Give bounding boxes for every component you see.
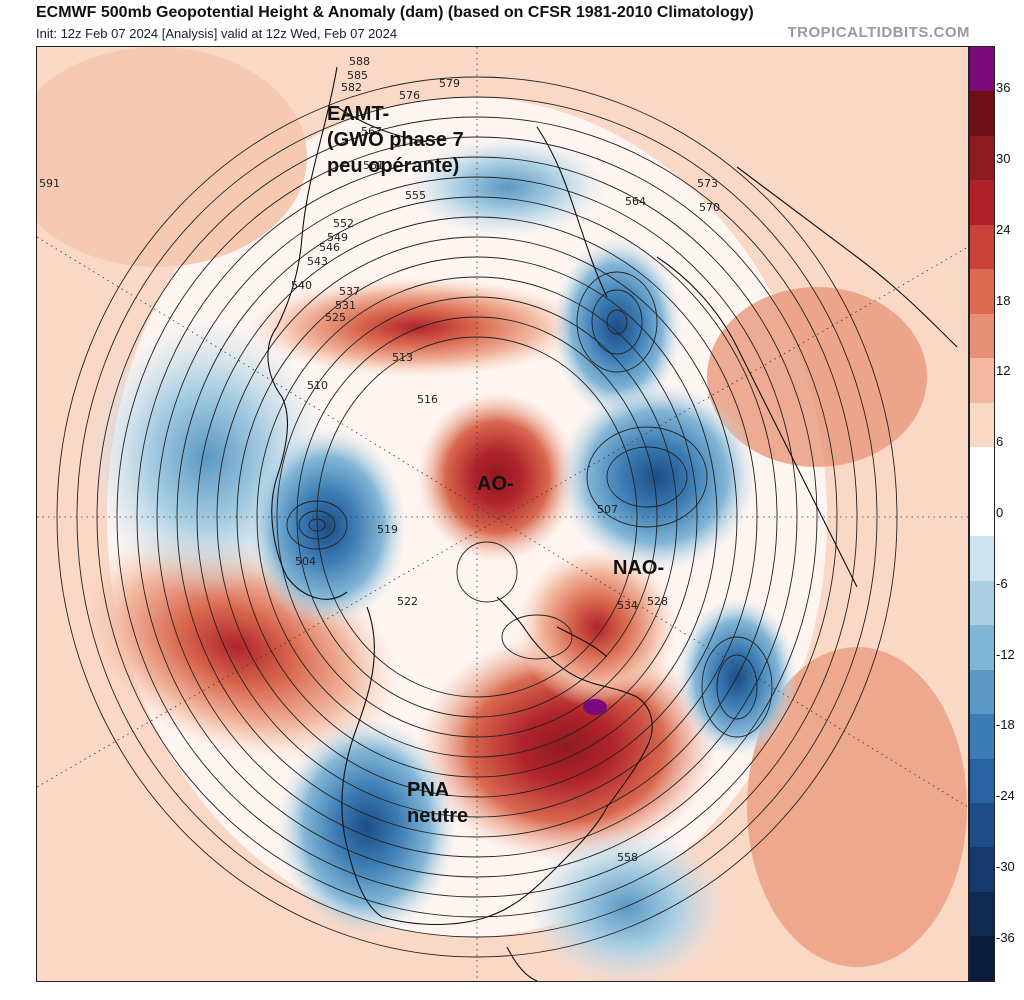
contour-labels: 588 585 582 579 576 567 561 555 552 549 … <box>39 55 720 864</box>
eamt-annotation-line: (GWO phase 7 <box>327 129 464 151</box>
pna-annotation: PNA neutre <box>407 777 468 829</box>
pacific-positive-anomaly <box>37 47 307 267</box>
siberia-ridge-anomaly <box>247 277 587 377</box>
contour-label: 504 <box>295 555 316 568</box>
contour-label: 561 <box>363 159 384 172</box>
source-watermark: TROPICALTIDBITS.COM <box>787 24 970 41</box>
contour-label: 507 <box>597 503 618 516</box>
contour-label: 519 <box>377 523 398 536</box>
colorbar-segment <box>970 669 994 715</box>
anomaly-colorbar <box>969 46 995 982</box>
colorbar-segment <box>970 847 994 892</box>
eamt-annotation-line: peu opérante) <box>327 155 460 177</box>
atlantic-positive-anomaly <box>747 647 967 967</box>
colorbar-segment <box>970 714 994 759</box>
colorbar-tick-label: 12 <box>996 363 1011 379</box>
asia-trough-anomaly <box>407 137 607 237</box>
colorbar-tick-label: 30 <box>996 150 1011 166</box>
colorbar-tick-label: -24 <box>996 788 1015 804</box>
contour-label: 543 <box>307 255 328 268</box>
colorbar-segment <box>970 625 994 670</box>
colorbar-segment <box>970 491 994 537</box>
contour-label: 558 <box>617 851 638 864</box>
contour-label: 531 <box>335 299 356 312</box>
contour-label: 528 <box>647 595 668 608</box>
scandinavia-trough-anomaly <box>552 237 682 417</box>
contour-label: 573 <box>697 177 718 190</box>
map-canvas: 588 585 582 579 576 567 561 555 552 549 … <box>37 47 968 981</box>
russia-trough-anomaly <box>557 382 757 572</box>
contour-label: 555 <box>405 189 426 202</box>
colorbar-tick-label: 24 <box>996 221 1011 237</box>
colorbar-segment <box>970 313 994 359</box>
colorbar-segment <box>970 758 994 803</box>
contour-label: 522 <box>397 595 418 608</box>
colorbar-segment <box>970 135 994 181</box>
map-title: ECMWF 500mb Geopotential Height & Anomal… <box>36 4 754 21</box>
colorbar-tick-label: 6 <box>996 434 1004 450</box>
contour-label: 552 <box>333 217 354 230</box>
contour-label: 516 <box>417 393 438 406</box>
colorbar-tick-label: -36 <box>996 929 1015 945</box>
contour-label: 513 <box>392 351 413 364</box>
colorbar-tick-label: -12 <box>996 646 1015 662</box>
pna-annotation-line: PNA <box>407 779 450 801</box>
colorbar-segment <box>970 891 994 937</box>
colorbar-tick-label: 0 <box>996 505 1004 520</box>
colorbar-segment <box>970 447 994 492</box>
europe-positive-anomaly <box>707 287 927 467</box>
colorbar-segment <box>970 47 994 92</box>
contour-label: 564 <box>625 195 646 208</box>
contour-label: 579 <box>439 77 460 90</box>
colorbar-tick-label: 18 <box>996 292 1011 308</box>
contour-label: 510 <box>307 379 328 392</box>
eamt-annotation: EAMT- (GWO phase 7 peu opérante) <box>327 101 464 179</box>
colorbar-tick-label: 36 <box>996 80 1011 96</box>
colorbar-segment <box>970 802 994 848</box>
colorbar-segment <box>970 936 994 981</box>
canada-ridge-anomaly <box>517 547 677 707</box>
nao-annotation: NAO- <box>613 557 665 579</box>
contour-label: 525 <box>325 311 346 324</box>
contour-label: 537 <box>339 285 360 298</box>
contour-label: 567 <box>361 125 382 138</box>
colorbar-segment <box>970 180 994 225</box>
contour-label: 546 <box>319 241 340 254</box>
colorbar-segment <box>970 91 994 136</box>
contour-label: 549 <box>327 231 348 244</box>
colorbar-segment <box>970 224 994 270</box>
colorbar-segment <box>970 580 994 626</box>
contour-label: 540 <box>291 279 312 292</box>
colorbar-segment <box>970 402 994 448</box>
max-positive-anomaly <box>583 699 607 715</box>
contour-label: 582 <box>341 81 362 94</box>
contour-label: 588 <box>349 55 370 68</box>
pna-annotation-line: neutre <box>407 805 469 827</box>
colorbar-tick-label: -30 <box>996 859 1015 875</box>
contour-label: 591 <box>39 177 60 190</box>
ao-annotation: AO- <box>477 473 514 495</box>
contour-label: 585 <box>347 69 368 82</box>
contour-label: 576 <box>399 89 420 102</box>
arctic-ridge-anomaly <box>417 392 577 562</box>
eamt-annotation-line: EAMT- <box>327 103 390 125</box>
colorbar-segment <box>970 536 994 581</box>
coastlines <box>267 66 958 981</box>
colorbar-tick-label: -6 <box>996 575 1008 591</box>
colorbar-segment <box>970 269 994 314</box>
map-subtitle: Init: 12z Feb 07 2024 [Analysis] valid a… <box>36 26 398 41</box>
colorbar-segment <box>970 358 994 403</box>
lat-lon-grid <box>37 47 968 981</box>
subtropical-atlantic-trough-anomaly <box>527 827 727 981</box>
height-anomaly-map: 588 585 582 579 576 567 561 555 552 549 … <box>36 46 969 982</box>
contour-label: 570 <box>699 201 720 214</box>
contour-label: 534 <box>617 599 638 612</box>
colorbar-tick-label: -18 <box>996 717 1015 733</box>
